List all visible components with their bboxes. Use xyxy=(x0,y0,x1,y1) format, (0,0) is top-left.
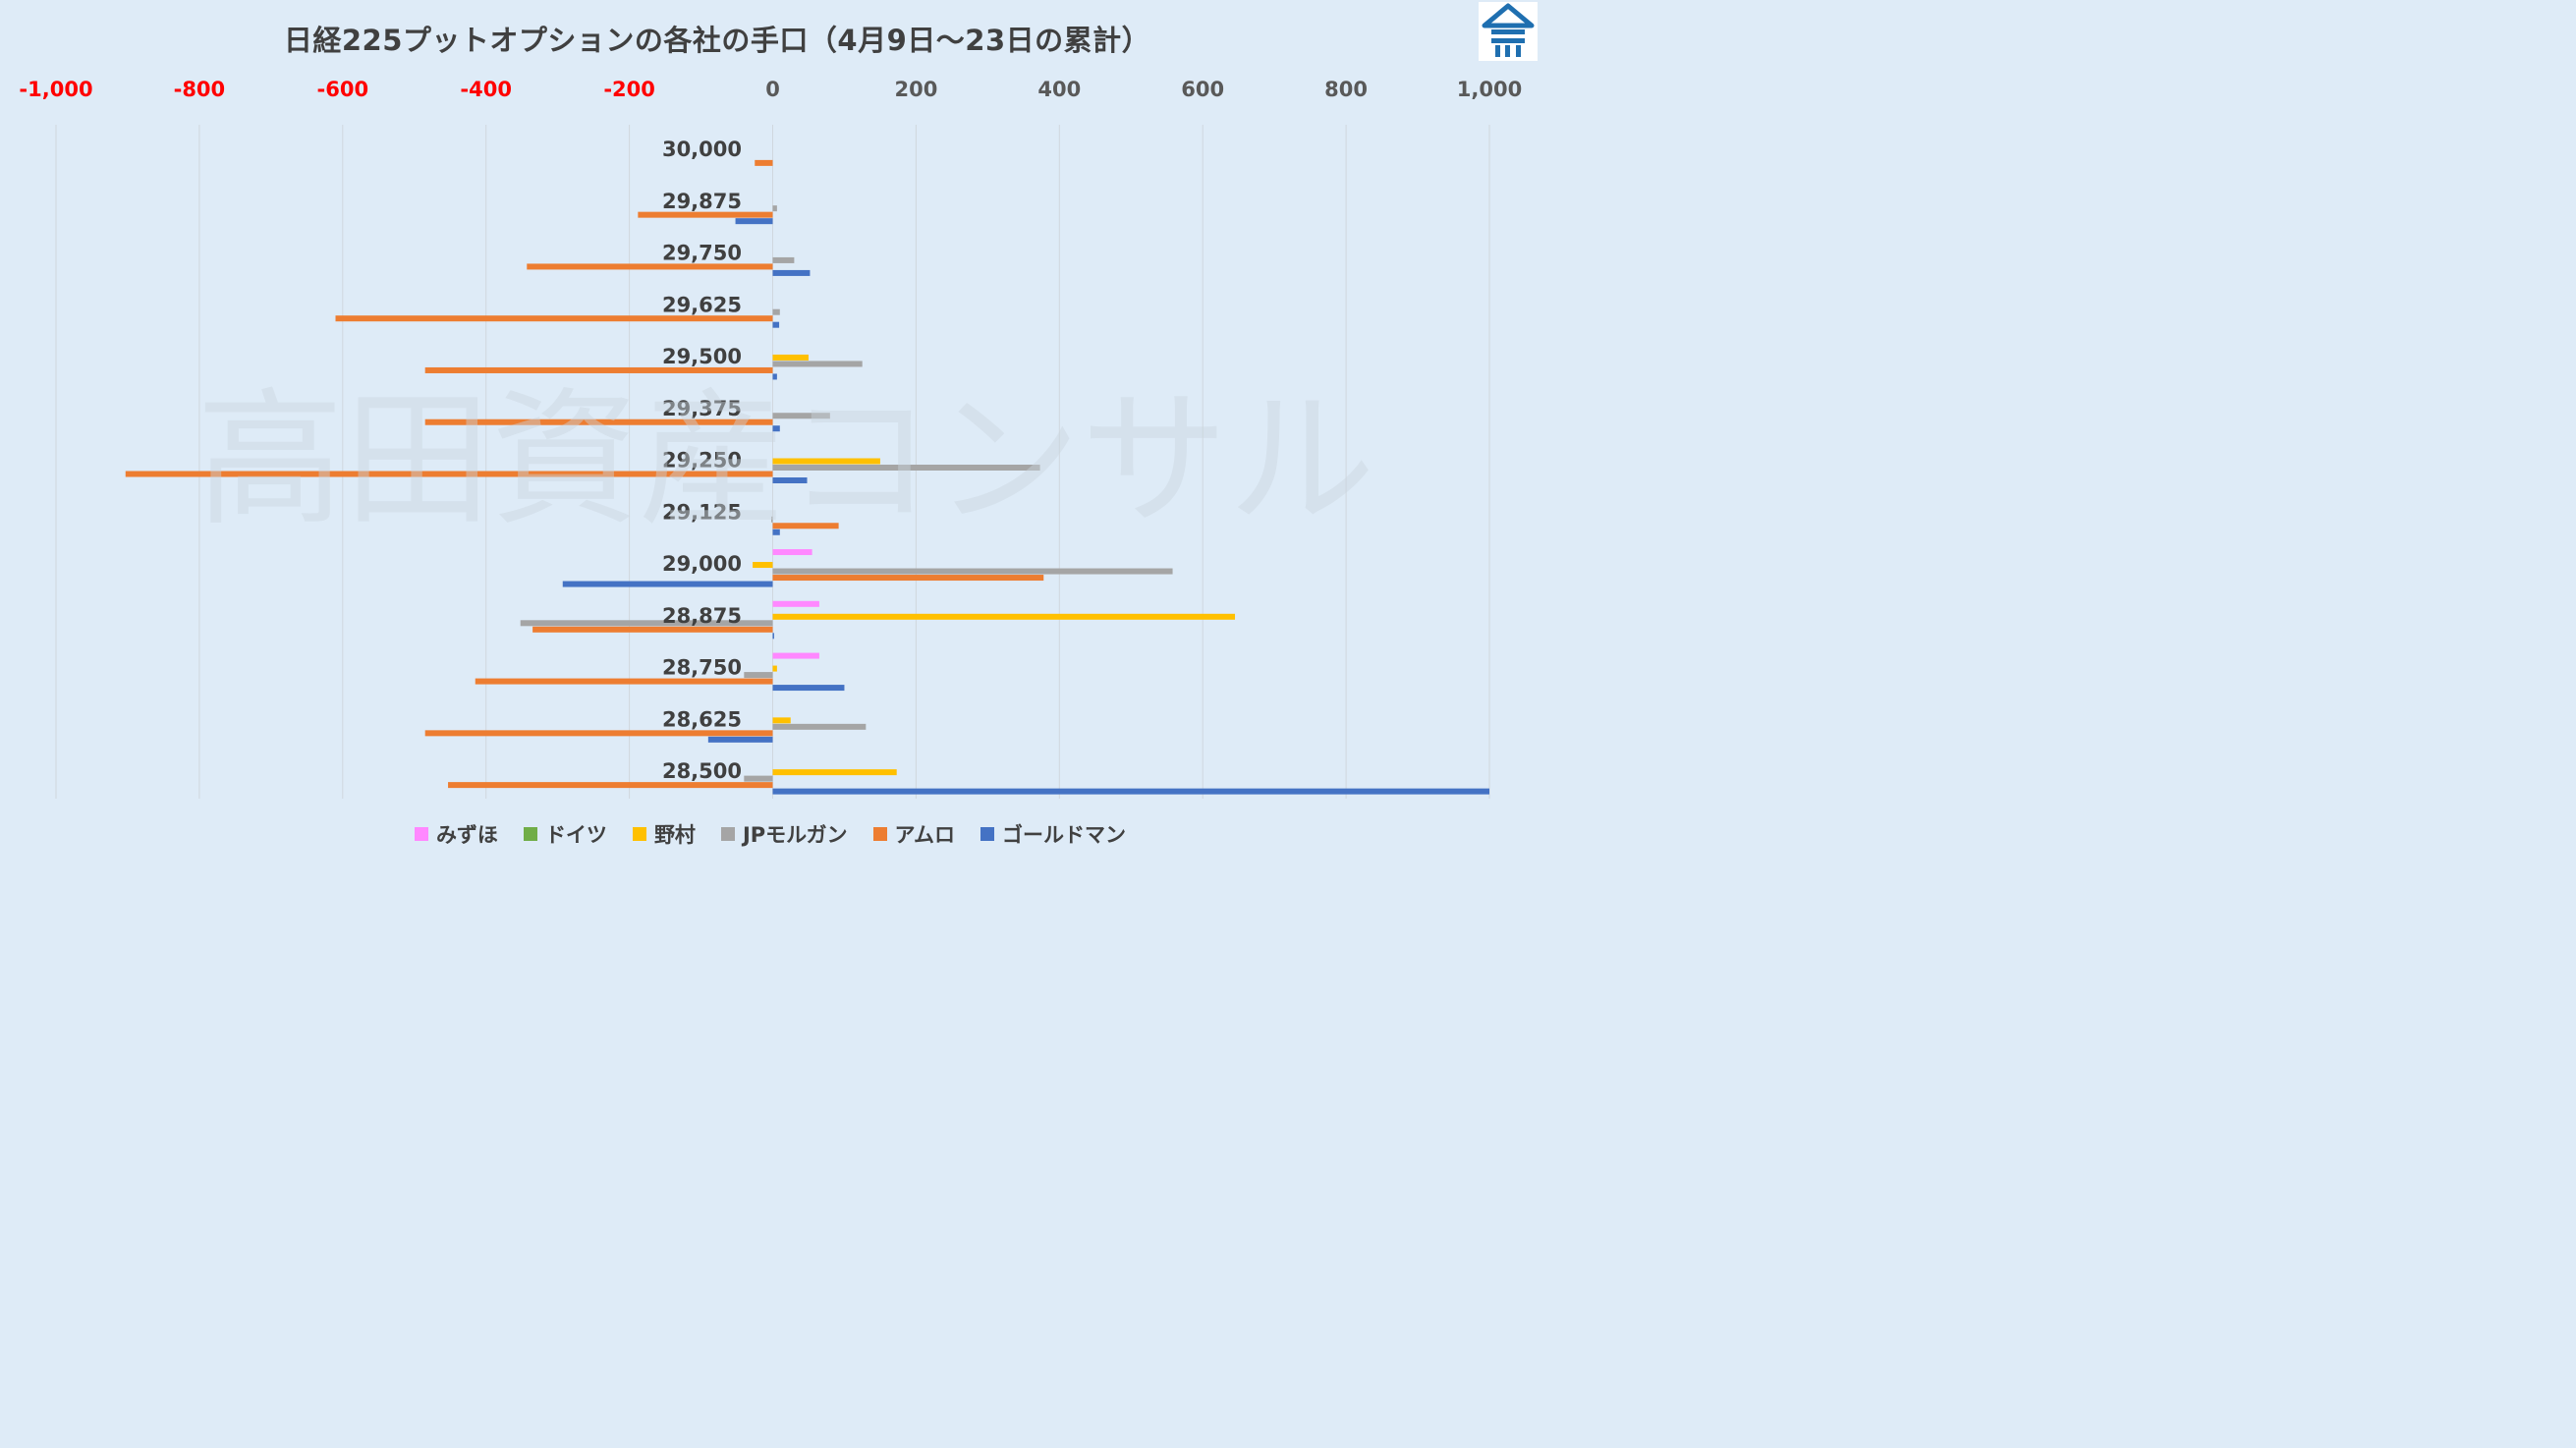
bar xyxy=(772,205,777,212)
legend-label: ゴールドマン xyxy=(1002,823,1127,847)
bar xyxy=(772,717,791,724)
legend-swatch xyxy=(523,827,537,841)
bar xyxy=(772,373,777,380)
bar xyxy=(744,672,773,679)
bar xyxy=(707,736,773,743)
bar xyxy=(772,769,897,776)
legend-label: 野村 xyxy=(653,823,696,847)
bar xyxy=(424,730,773,737)
bar xyxy=(772,523,839,529)
bar xyxy=(448,782,773,789)
legend-swatch xyxy=(872,827,887,841)
category-label: 29,750 xyxy=(662,242,742,265)
legend-swatch xyxy=(632,827,646,841)
bar xyxy=(755,159,773,166)
legend-swatch xyxy=(414,827,428,841)
bar xyxy=(772,413,830,419)
x-tick-label: -200 xyxy=(603,78,655,101)
bar xyxy=(424,366,773,373)
bar xyxy=(744,775,773,782)
legend-label: JPモルガン xyxy=(742,823,848,847)
bar xyxy=(335,315,773,322)
category-label: 28,750 xyxy=(662,656,742,680)
bars xyxy=(125,159,1489,795)
bar xyxy=(772,477,808,483)
legend-swatch xyxy=(980,827,995,841)
bar xyxy=(772,361,863,367)
chart-title: 日経225プットオプションの各社の手口（4月9日〜23日の累計） xyxy=(283,24,1151,57)
bar xyxy=(772,529,780,535)
legend-label: みずほ xyxy=(435,823,498,847)
bar xyxy=(772,465,1040,471)
bar xyxy=(772,613,1236,620)
bar xyxy=(772,568,1173,575)
category-label: 28,500 xyxy=(662,759,742,783)
x-tick-label: 0 xyxy=(765,78,780,101)
category-label: 29,625 xyxy=(662,293,742,316)
bar xyxy=(772,665,777,672)
chart-plot: -1,000 -800 -600 -400 -200 0 200 400 600 800 1,000… xyxy=(19,78,1522,799)
bar xyxy=(772,256,795,263)
bar xyxy=(532,626,773,633)
bar xyxy=(772,633,774,640)
bar xyxy=(735,218,773,225)
legend-label: ドイツ xyxy=(544,823,607,847)
legend-item: ドイツ xyxy=(523,819,607,849)
gridlines xyxy=(55,125,1490,799)
category-label: 29,000 xyxy=(662,552,742,576)
bar xyxy=(475,678,773,685)
bar xyxy=(638,211,773,218)
category-label: 30,000 xyxy=(662,138,742,161)
legend-swatch xyxy=(720,827,735,841)
logo xyxy=(1479,2,1538,61)
bar xyxy=(772,321,780,328)
x-tick-label: -1,000 xyxy=(19,78,92,101)
bar xyxy=(772,600,819,607)
bar xyxy=(772,354,809,361)
legend: みずほ ドイツ 野村 JPモルガン アムロ ゴールドマン xyxy=(0,819,1540,849)
category-label: 29,125 xyxy=(662,500,742,524)
bar xyxy=(562,581,773,587)
category-label: 29,500 xyxy=(662,345,742,368)
legend-label: アムロ xyxy=(894,823,956,847)
bar xyxy=(772,575,1044,582)
bar xyxy=(772,308,780,315)
bar xyxy=(772,549,812,556)
category-label: 28,875 xyxy=(662,604,742,628)
x-tick-label: 400 xyxy=(1037,78,1081,101)
x-tick-label: 200 xyxy=(894,78,937,101)
watermark-text: 高田資産コンサル xyxy=(196,375,1375,546)
bar xyxy=(424,418,773,425)
x-tick-label: 1,000 xyxy=(1457,78,1522,101)
x-axis-ticks: -1,000 -800 -600 -400 -200 0 200 400 600 800 1,000 xyxy=(19,78,1522,101)
bar xyxy=(527,263,773,270)
legend-item: JPモルガン xyxy=(720,819,848,849)
bar xyxy=(520,620,773,627)
bar xyxy=(125,471,773,477)
bar xyxy=(772,458,880,465)
category-label: 28,625 xyxy=(662,707,742,731)
legend-item: ゴールドマン xyxy=(980,819,1126,849)
x-tick-label: 600 xyxy=(1181,78,1224,101)
x-tick-label: 800 xyxy=(1324,78,1368,101)
x-tick-label: -400 xyxy=(460,78,512,101)
legend-item: みずほ xyxy=(414,819,498,849)
bar xyxy=(772,652,819,659)
x-tick-label: -800 xyxy=(174,78,226,101)
bar xyxy=(772,425,780,432)
category-label: 29,375 xyxy=(662,397,742,420)
legend-item: アムロ xyxy=(872,819,956,849)
bar xyxy=(772,685,845,692)
category-label: 29,250 xyxy=(662,449,742,473)
category-labels: 30,000 29,875 29,750 29,625 29,500 29,375 29,2… xyxy=(662,138,742,783)
bar xyxy=(772,269,811,276)
bar xyxy=(753,562,773,569)
category-label: 29,875 xyxy=(662,190,742,213)
x-tick-label: -600 xyxy=(317,78,369,101)
legend-item: 野村 xyxy=(632,819,696,849)
bar xyxy=(772,788,1489,795)
bar xyxy=(771,516,773,523)
bar xyxy=(772,723,867,730)
